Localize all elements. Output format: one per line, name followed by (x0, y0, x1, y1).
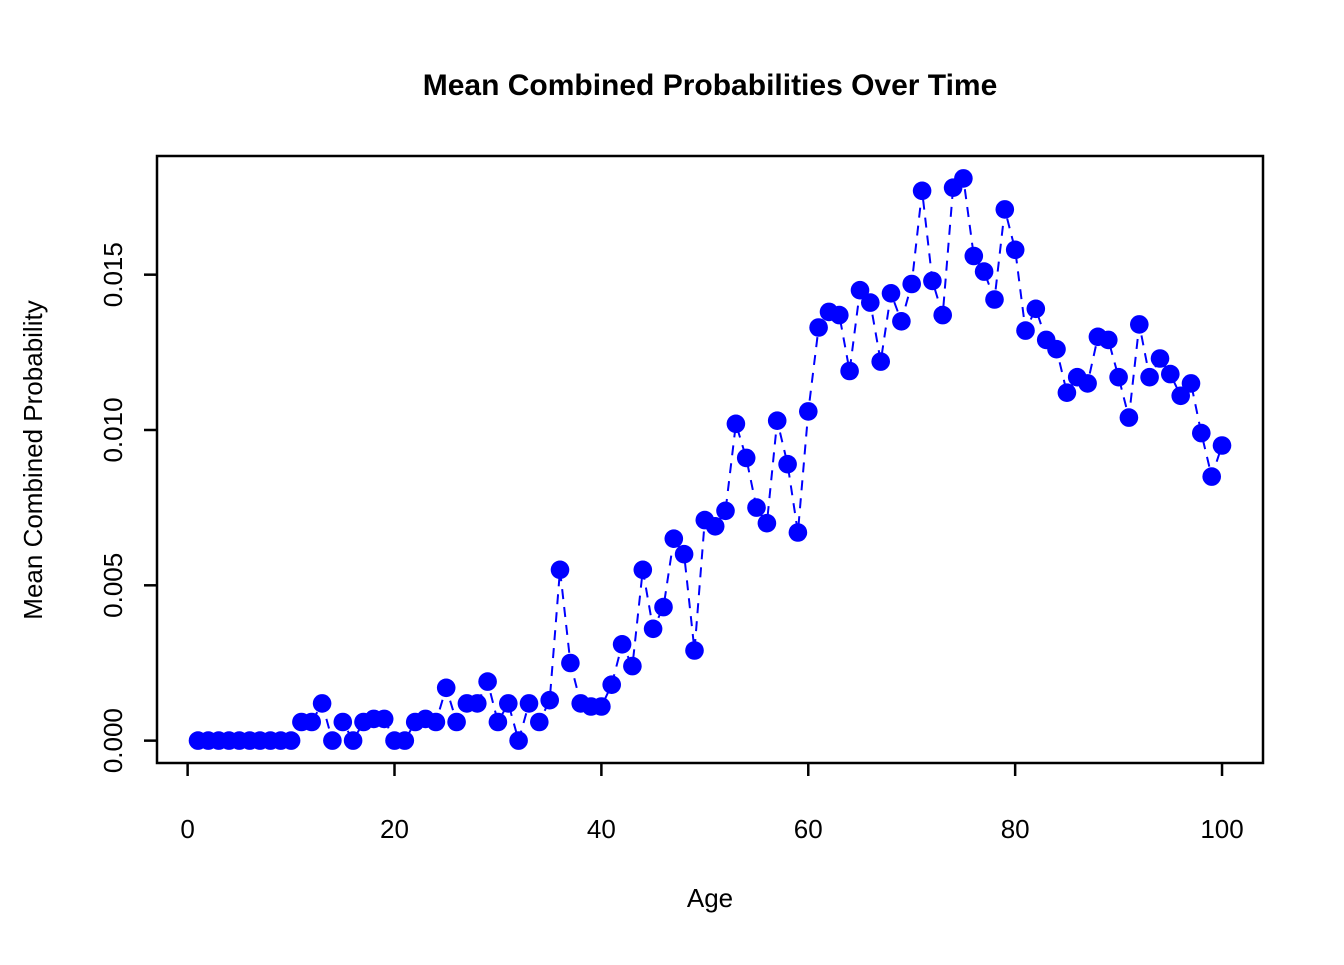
data-point (312, 694, 332, 713)
data-point (509, 731, 528, 750)
data-point (850, 280, 870, 300)
data-point (705, 517, 725, 536)
data-point (995, 200, 1015, 219)
data-point (664, 529, 684, 548)
data-point (902, 274, 921, 294)
data-point (1150, 349, 1170, 368)
y-tick-label: 0.005 (98, 553, 128, 618)
data-point (1109, 367, 1128, 387)
data-point (1171, 386, 1190, 406)
data-point (343, 731, 363, 750)
data-point (1078, 374, 1097, 393)
data-point (1161, 364, 1180, 384)
data-point (550, 560, 570, 580)
data-point (333, 712, 353, 732)
x-tick-label: 60 (794, 814, 823, 844)
data-point (561, 653, 580, 673)
data-point (323, 731, 342, 750)
y-tick-label: 0.015 (98, 242, 128, 307)
data-series (188, 169, 1232, 750)
data-point (726, 414, 746, 434)
data-point (954, 169, 973, 188)
data-point (499, 694, 518, 713)
data-point (302, 712, 322, 732)
data-point (395, 731, 415, 750)
data-point (436, 678, 456, 698)
data-point (1192, 423, 1211, 443)
data-point (830, 305, 849, 325)
data-point (374, 709, 394, 729)
data-point (716, 501, 735, 521)
data-point (1057, 383, 1077, 403)
data-point (747, 498, 766, 517)
data-point (985, 290, 1004, 309)
data-point (788, 523, 808, 542)
data-point (964, 246, 984, 266)
data-point (530, 712, 549, 732)
data-point (974, 262, 994, 281)
data-point (799, 402, 818, 421)
y-axis-label: Mean Combined Probability (18, 300, 48, 619)
data-point (447, 712, 466, 732)
data-point (592, 697, 611, 716)
data-point (778, 454, 797, 474)
y-tick-label: 0.010 (98, 397, 128, 462)
data-point (871, 352, 890, 371)
data-point (478, 672, 497, 691)
data-point (654, 597, 673, 617)
data-point (426, 712, 446, 732)
data-point (767, 411, 787, 431)
data-point (840, 361, 859, 381)
data-point (1016, 321, 1035, 340)
data-point (623, 656, 642, 676)
data-point (1099, 330, 1118, 350)
data-point (674, 544, 694, 564)
data-point (912, 181, 932, 201)
axis-ticks: 0 20 40 60 80 100 0.000 0.005 0.010 0.015 (98, 242, 1244, 844)
x-axis-label: Age (687, 883, 733, 913)
data-point (488, 712, 508, 732)
y-tick-label: 0.000 (98, 708, 128, 773)
plot-border (155, 154, 1265, 765)
data-point (685, 641, 704, 660)
data-point (1005, 240, 1025, 260)
data-point (1047, 339, 1066, 359)
data-point (1119, 408, 1139, 427)
data-point (468, 694, 487, 713)
data-point (861, 293, 880, 312)
data-point (933, 305, 952, 325)
series-line (198, 176, 1223, 745)
data-point (881, 284, 901, 303)
data-point (923, 271, 942, 291)
data-point (540, 690, 559, 710)
data-point (757, 513, 777, 533)
data-point (281, 731, 301, 750)
data-point (519, 694, 539, 713)
x-tick-label: 40 (587, 814, 616, 844)
data-point (1212, 436, 1232, 455)
data-point (1181, 374, 1201, 393)
data-point (602, 675, 621, 694)
data-point (809, 318, 828, 337)
x-tick-label: 20 (380, 814, 409, 844)
data-point (892, 312, 911, 331)
data-point (1140, 367, 1159, 387)
data-point (1202, 467, 1221, 486)
x-tick-label: 80 (1001, 814, 1030, 844)
data-point (643, 619, 663, 639)
chart-title: Mean Combined Probabilities Over Time (423, 69, 998, 102)
x-tick-label: 100 (1200, 814, 1243, 844)
data-point (612, 635, 632, 654)
data-point (1130, 315, 1149, 334)
x-tick-label: 0 (180, 814, 194, 844)
data-point (633, 560, 653, 580)
data-point (736, 448, 756, 468)
data-point (1026, 299, 1046, 319)
